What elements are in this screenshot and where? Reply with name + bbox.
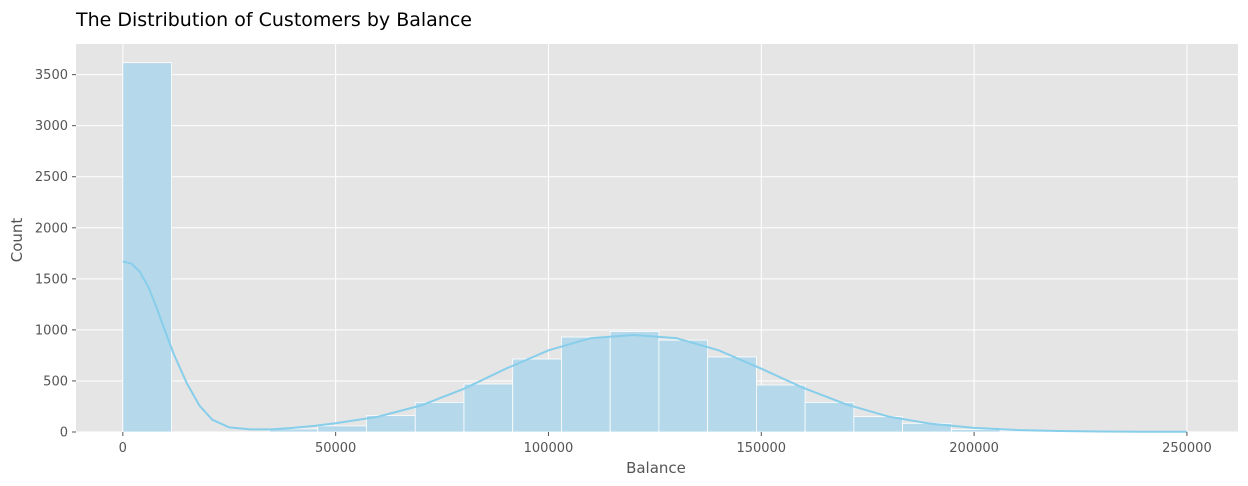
y-tick-label: 2500 bbox=[35, 170, 68, 185]
histogram-bar bbox=[463, 383, 514, 433]
histogram-bar bbox=[414, 401, 465, 433]
x-tick-label: 0 bbox=[119, 441, 127, 456]
x-tick-label: 150000 bbox=[736, 441, 786, 456]
x-axis-label: Balance bbox=[626, 459, 686, 477]
y-tick-label: 3500 bbox=[35, 68, 68, 83]
histogram-bar bbox=[853, 416, 903, 433]
histogram-bar bbox=[609, 331, 660, 433]
x-tick-label: 100000 bbox=[524, 441, 574, 456]
histogram-bar bbox=[512, 358, 562, 433]
x-tick-label: 200000 bbox=[949, 441, 999, 456]
y-tick-label: 1000 bbox=[35, 323, 68, 338]
y-tick-label: 500 bbox=[43, 374, 68, 389]
x-axis-ticks: 0 50000 100000 150000 200000 250000 bbox=[119, 432, 1212, 456]
y-axis-label: Count bbox=[8, 218, 26, 263]
histogram-bar bbox=[804, 401, 855, 433]
x-tick-label: 250000 bbox=[1162, 441, 1212, 456]
histogram-bar bbox=[658, 339, 709, 433]
histogram-bars bbox=[122, 62, 1196, 433]
histogram-bar bbox=[561, 336, 611, 433]
histogram-bar bbox=[950, 429, 1001, 433]
histogram-bar bbox=[122, 62, 172, 433]
x-tick-label: 50000 bbox=[315, 441, 356, 456]
histogram-bar bbox=[707, 356, 757, 433]
kde-curve bbox=[122, 260, 1187, 433]
chart-title: The Distribution of Customers by Balance bbox=[75, 9, 472, 31]
histogram-bar bbox=[755, 384, 806, 433]
y-tick-label: 3000 bbox=[35, 119, 68, 134]
y-tick-label: 1500 bbox=[35, 272, 68, 287]
y-axis-ticks: 0 500 1000 1500 2000 2500 3000 3500 bbox=[35, 68, 76, 441]
histogram-bar bbox=[317, 425, 367, 433]
y-tick-label: 2000 bbox=[35, 221, 68, 236]
y-tick-label: 0 bbox=[60, 426, 68, 441]
